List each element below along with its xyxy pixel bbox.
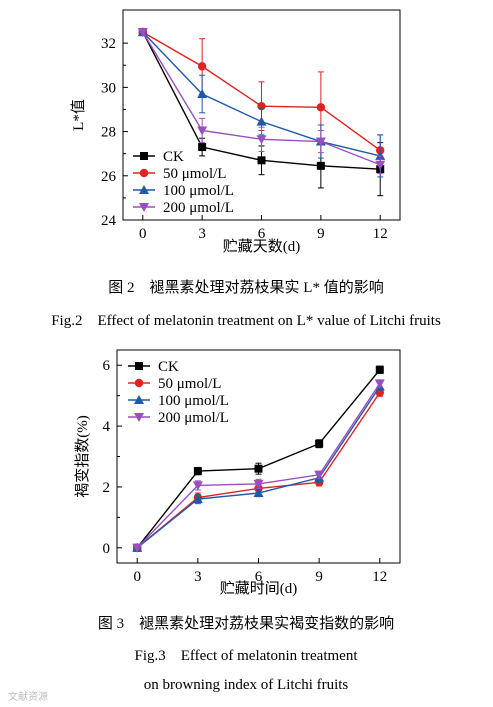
data-point: [197, 89, 208, 98]
legend-label: 50 μmol/L: [158, 376, 221, 392]
x-tick-label: 9: [315, 569, 323, 585]
figure-caption-en: Fig.3 Effect of melatonin treatment: [135, 648, 359, 664]
series-3: [132, 379, 385, 553]
figure-caption-en: Fig.2 Effect of melatonin treatment on L…: [51, 313, 441, 329]
y-tick-label: 32: [101, 36, 116, 52]
x-tick-label: 3: [198, 226, 206, 242]
data-point: [316, 103, 326, 112]
x-tick-label: 0: [139, 226, 147, 242]
legend-label: 200 μmol/L: [163, 200, 234, 216]
data-point: [257, 156, 266, 165]
data-point: [192, 494, 203, 504]
data-point: [374, 379, 385, 389]
legend-marker: [135, 362, 143, 370]
legend-marker: [139, 203, 149, 212]
y-tick-label: 24: [101, 213, 117, 229]
data-point: [253, 479, 264, 489]
y-tick-label: 30: [101, 80, 116, 96]
legend-label: 50 μmol/L: [163, 166, 226, 182]
x-axis-label: 贮藏时间(d): [220, 580, 298, 597]
data-point: [375, 365, 384, 374]
data-point: [197, 126, 208, 136]
legend-marker: [134, 413, 144, 422]
data-point: [197, 62, 207, 71]
data-point: [316, 161, 325, 170]
legend-marker: [134, 395, 144, 404]
y-tick-label: 6: [103, 358, 111, 374]
legend-label: 100 μmol/L: [158, 393, 229, 409]
data-point: [137, 28, 148, 38]
legend-label: CK: [163, 149, 184, 165]
data-point: [193, 467, 202, 476]
series-3: [137, 28, 386, 175]
data-point: [192, 481, 203, 491]
x-tick-label: 6: [258, 226, 266, 242]
y-tick-label: 4: [103, 419, 111, 435]
x-tick-label: 9: [317, 226, 325, 242]
data-point: [314, 470, 325, 480]
y-axis-label: L*值: [70, 99, 87, 131]
data-point: [315, 137, 326, 147]
figure-caption-cn: 图 3 褪黑素处理对荔枝果实褐变指数的影响: [98, 615, 394, 632]
data-point: [198, 143, 207, 152]
data-point: [256, 116, 267, 126]
legend-label: CK: [158, 359, 179, 375]
y-axis-label: 褐变指数(%): [74, 415, 91, 498]
y-tick-label: 2: [103, 480, 111, 496]
legend-marker: [140, 152, 148, 160]
y-tick-label: 0: [103, 541, 111, 557]
legend-label: 200 μmol/L: [158, 410, 229, 426]
data-point: [315, 439, 324, 448]
x-tick-label: 0: [133, 569, 141, 585]
x-tick-label: 12: [373, 226, 388, 242]
data-point: [132, 543, 143, 553]
y-tick-label: 26: [101, 169, 117, 185]
data-point: [254, 464, 263, 473]
x-tick-label: 6: [255, 569, 263, 585]
watermark-text: 文献资源: [8, 692, 48, 703]
legend-label: 100 μmol/L: [163, 183, 234, 199]
figure-caption-en: on browning index of Litchi fruits: [144, 677, 349, 693]
x-tick-label: 12: [372, 569, 387, 585]
data-point: [253, 488, 264, 498]
figure-caption-cn: 图 2 褪黑素处理对荔枝果实 L* 值的影响: [108, 279, 383, 296]
legend-marker: [134, 378, 144, 388]
y-tick-label: 28: [101, 125, 116, 141]
legend-marker: [139, 185, 149, 194]
legend-marker: [139, 168, 149, 178]
x-tick-label: 3: [194, 569, 202, 585]
data-point: [375, 160, 386, 170]
x-axis-label: 贮藏天数(d): [223, 238, 301, 255]
data-point: [256, 135, 267, 145]
